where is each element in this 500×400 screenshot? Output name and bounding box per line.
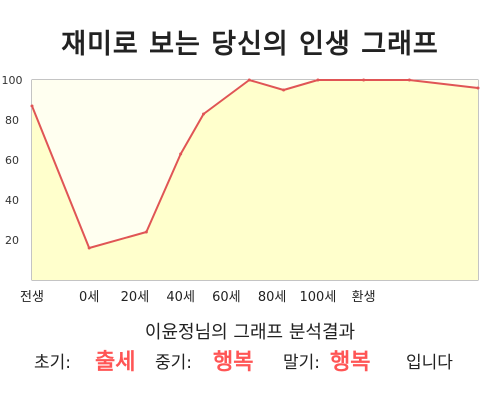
x-tick-label: 80세	[258, 290, 287, 305]
y-tick-label: 100	[2, 74, 23, 87]
result-heading: 이윤정님의 그래프 분석결과	[144, 322, 356, 343]
ending-text: 입니다	[406, 353, 453, 373]
data-point	[316, 78, 320, 82]
area-fill	[32, 80, 478, 280]
page-title: 재미로 보는 당신의 인생 그래프	[61, 29, 439, 60]
x-tick-label: 0세	[79, 290, 99, 305]
x-tick-label: 100세	[300, 290, 337, 305]
data-point	[476, 86, 480, 90]
area-above-curve	[32, 80, 478, 248]
late-label: 말기:	[283, 353, 321, 373]
data-point	[362, 78, 366, 82]
data-point	[247, 78, 251, 82]
data-point	[87, 246, 91, 250]
y-tick-label: 40	[5, 194, 19, 207]
early-value: 출세	[95, 350, 136, 375]
data-point	[144, 230, 148, 234]
mid-value: 행복	[213, 350, 254, 375]
y-tick-label: 20	[5, 234, 19, 247]
x-tick-label: 40세	[166, 290, 195, 305]
late-value: 행복	[330, 350, 371, 375]
y-tick-label: 80	[5, 114, 19, 127]
data-point	[282, 88, 286, 92]
early-label: 초기:	[34, 353, 72, 373]
x-tick-label: 60세	[212, 290, 241, 305]
data-point	[179, 152, 183, 156]
x-tick-label: 환생	[352, 290, 376, 305]
x-tick-label: 전생	[20, 290, 44, 305]
x-tick-label: 20세	[121, 290, 150, 305]
data-point	[202, 112, 206, 116]
data-point	[407, 78, 411, 82]
mid-label: 중기:	[155, 353, 193, 373]
data-point	[30, 104, 34, 108]
y-tick-label: 60	[5, 154, 19, 167]
